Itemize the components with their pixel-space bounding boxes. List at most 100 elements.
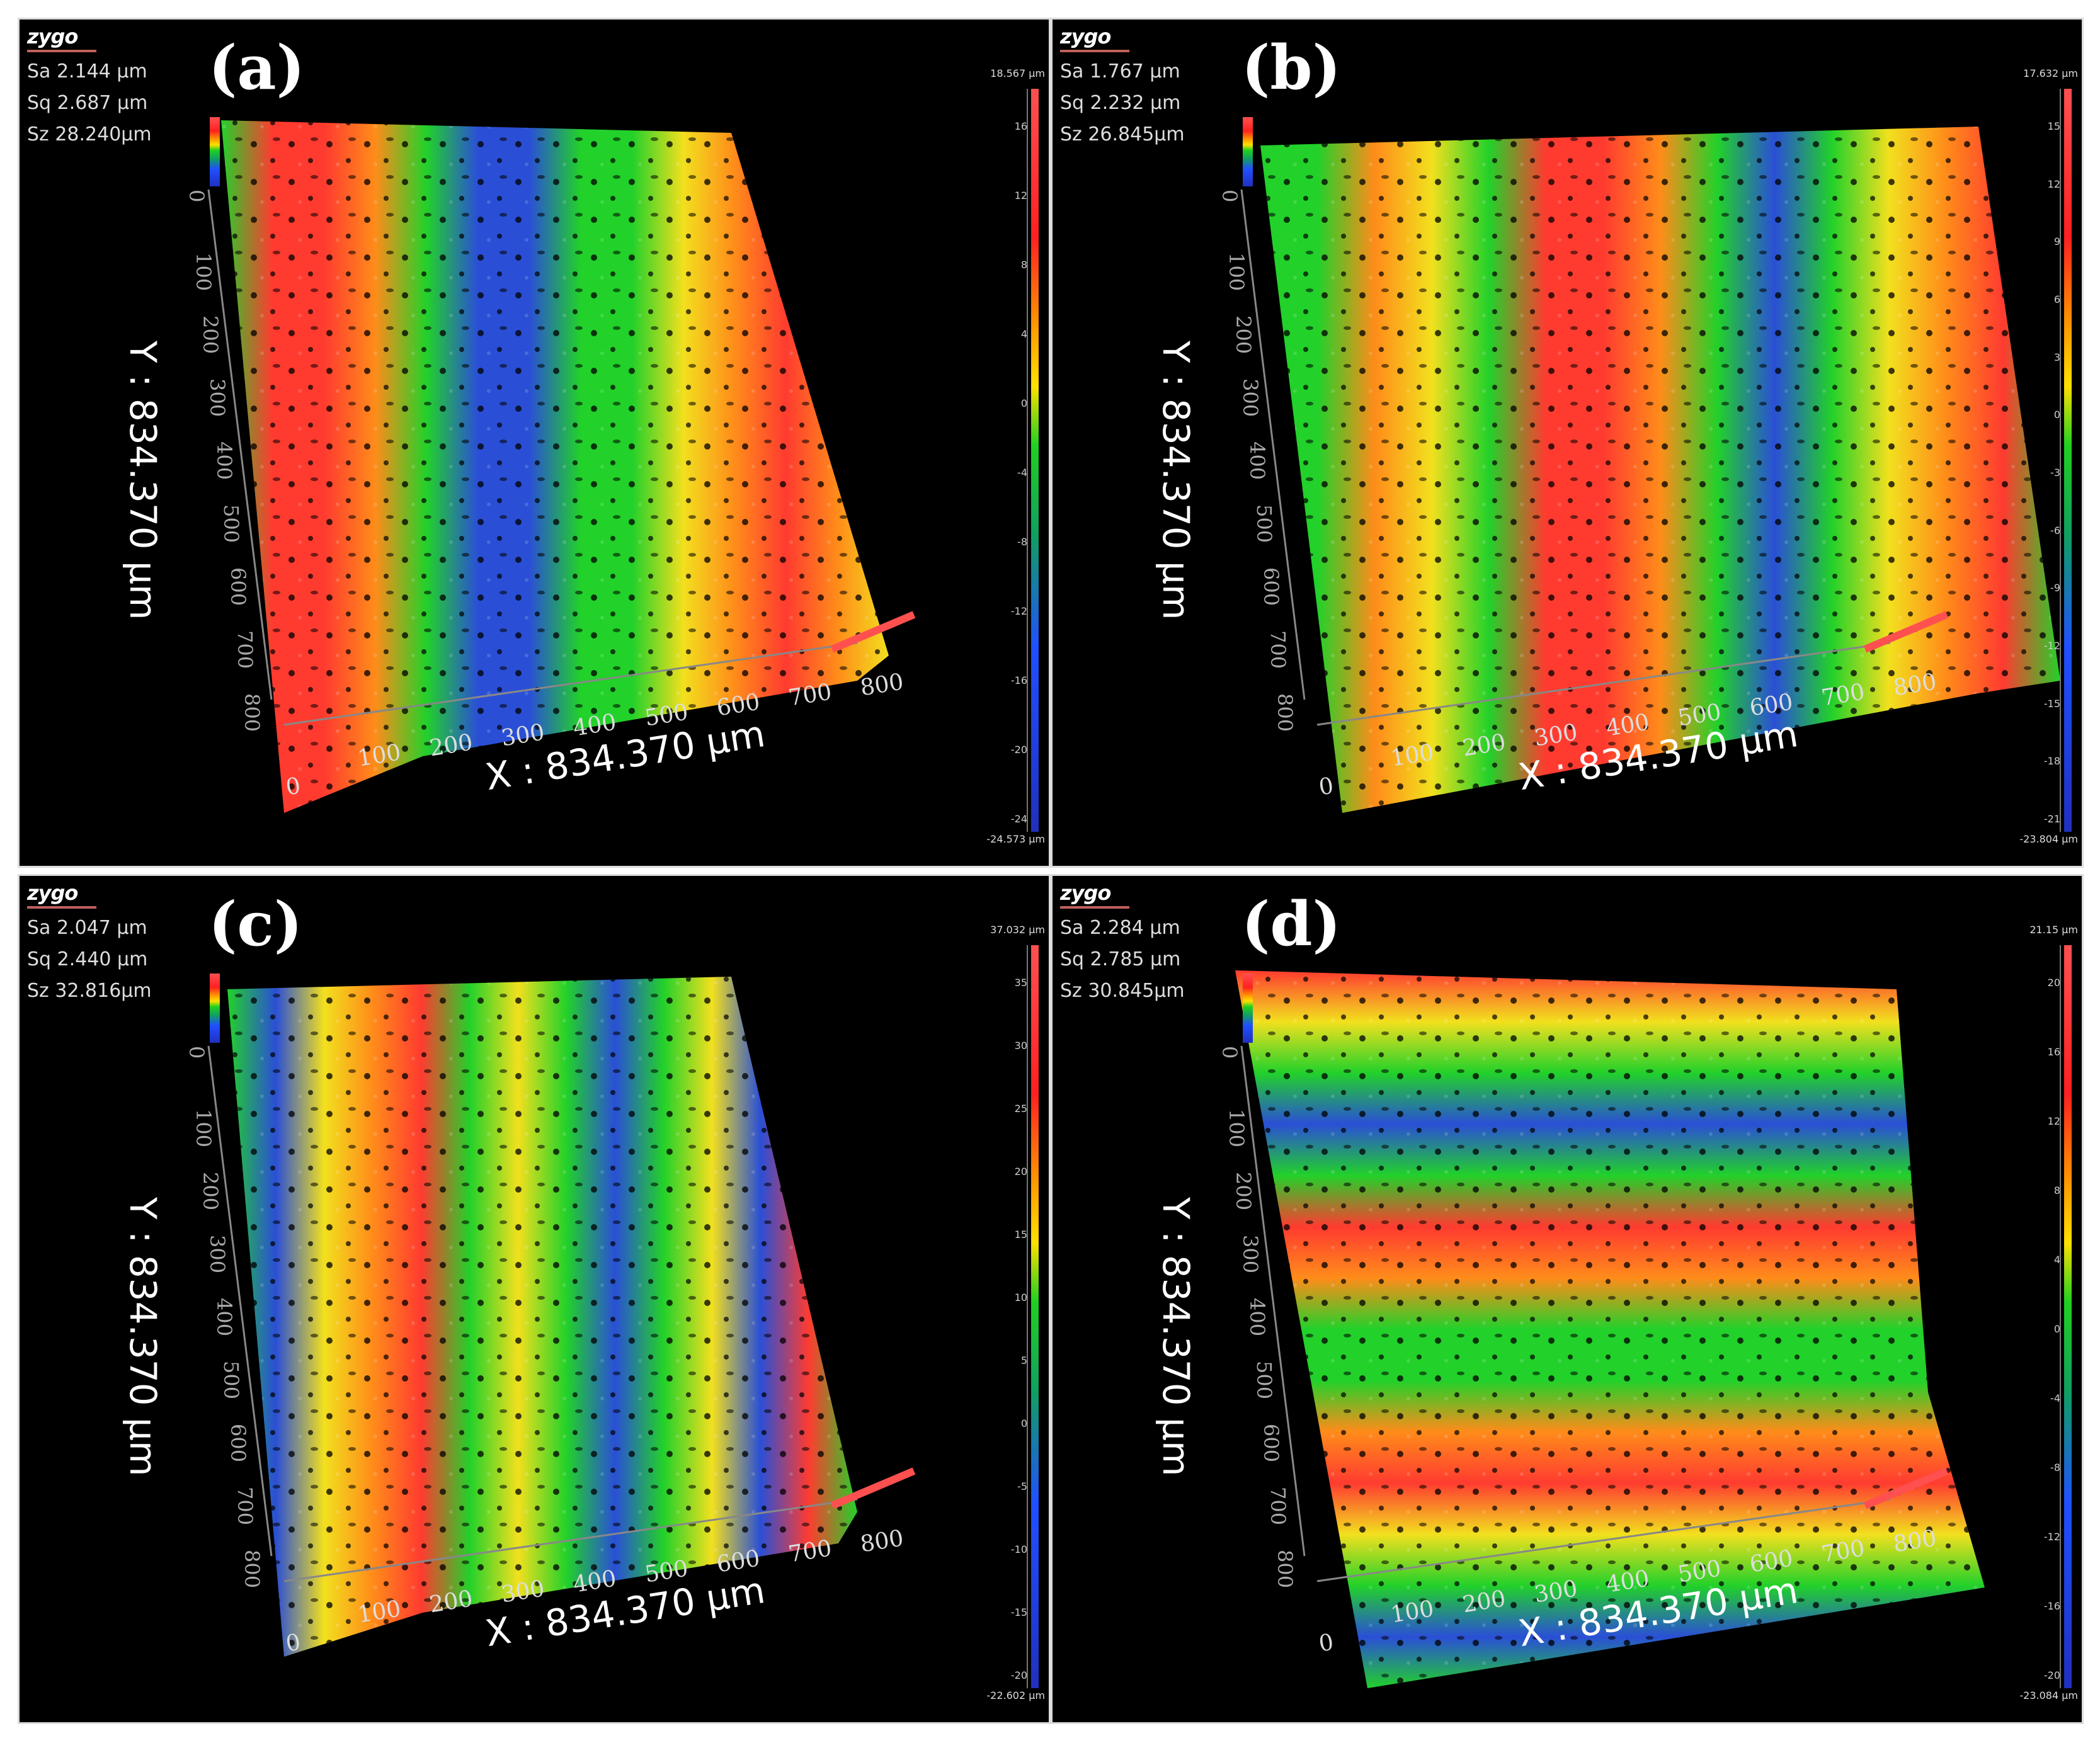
- y-tick-label: 600: [226, 567, 250, 606]
- colorbar-tick-label: 10: [1014, 1292, 1027, 1303]
- y-tick-label: 500: [1252, 1361, 1276, 1400]
- y-tick-label: 700: [1266, 630, 1290, 669]
- colorbar-tick-label: 16: [1014, 120, 1027, 132]
- logo-text: zygo: [1060, 881, 1111, 905]
- colorbar-tick-label: -20: [2043, 1669, 2060, 1681]
- y-tick-label: 600: [1259, 567, 1283, 606]
- y-axis-label: Y : 834.370 μm: [1155, 341, 1197, 620]
- panel-label: (b): [1241, 32, 1341, 103]
- colorbar-tick-label: 0: [2053, 409, 2060, 421]
- logo-underline: [1060, 50, 1129, 52]
- logo-underline: [27, 906, 96, 909]
- z-orientation-glyph: [1243, 117, 1253, 186]
- colorbar-tick-label: 6: [2053, 293, 2060, 305]
- colorbar: [2064, 89, 2072, 832]
- y-tick-label: 0: [1218, 190, 1241, 203]
- sa-value: Sa 2.284 μm: [1060, 917, 1180, 939]
- colorbar-min-label: -23.804 μm: [2019, 833, 2078, 845]
- colorbar-tick-label: -8: [2050, 1462, 2060, 1473]
- colorbar-min-label: -23.084 μm: [2019, 1689, 2078, 1701]
- colorbar-min-label: -22.602 μm: [986, 1689, 1045, 1701]
- colorbar-tick-label: -4: [2050, 1392, 2060, 1404]
- y-tick-label: 300: [1238, 378, 1262, 417]
- x-axis-line: [1316, 642, 1891, 726]
- sz-value: Sz 28.240μm: [27, 123, 152, 145]
- surface-panel-4: zygo Sa 2.284 μm Sq 2.785 μm Sz 30.845μm (d)…: [1051, 874, 2084, 1724]
- y-tick-label: 800: [1273, 693, 1297, 732]
- y-tick-label: 0: [185, 190, 208, 203]
- colorbar-tick-label: 0: [1020, 397, 1027, 409]
- colorbar-tick-label: -5: [1017, 1480, 1027, 1492]
- x-orientation-glyph: [830, 611, 916, 653]
- logo-text: zygo: [1060, 25, 1111, 48]
- colorbar-tick-label: 3: [2053, 351, 2060, 363]
- x-orientation-glyph: [1863, 611, 1949, 653]
- colorbar: [2064, 945, 2072, 1688]
- sz-value: Sz 30.845μm: [1060, 980, 1185, 1002]
- colorbar-max-label: 37.032 μm: [990, 924, 1045, 936]
- y-axis-label: Y : 834.370 μm: [122, 341, 164, 620]
- sq-value: Sq 2.785 μm: [1060, 948, 1181, 970]
- surface-texture: [227, 977, 857, 1657]
- sz-value: Sz 32.816μm: [27, 980, 152, 1002]
- x-orientation-glyph: [1863, 1467, 1949, 1509]
- z-orientation-glyph: [1243, 974, 1253, 1043]
- y-tick-label: 700: [233, 630, 257, 669]
- colorbar-tick-label: 35: [1014, 977, 1027, 989]
- colorbar-tick-label: -8: [1017, 536, 1027, 548]
- colorbar-tick-label: 12: [1014, 190, 1027, 202]
- y-tick-label: 800: [1273, 1550, 1297, 1589]
- colorbar-max-label: 18.567 μm: [990, 67, 1045, 79]
- colorbar: [1031, 89, 1039, 832]
- zygo-logo: zygo: [27, 881, 98, 909]
- y-tick-label: 800: [240, 1550, 264, 1589]
- surface-render: [207, 945, 1039, 1688]
- roughness-stats: Sa 2.047 μm Sq 2.440 μm Sz 32.816μm: [27, 912, 152, 1007]
- colorbar-tick-label: 30: [1014, 1040, 1027, 1052]
- roughness-stats: Sa 1.767 μm Sq 2.232 μm Sz 26.845μm: [1060, 56, 1185, 150]
- logo-text: zygo: [27, 25, 78, 48]
- colorbar-tick-label: 25: [1014, 1103, 1027, 1115]
- zygo-logo: zygo: [1060, 881, 1131, 909]
- colorbar: [1031, 945, 1039, 1688]
- logo-underline: [27, 50, 96, 52]
- y-tick-label: 400: [212, 1298, 236, 1337]
- y-tick-label: 500: [219, 504, 243, 543]
- colorbar-tick-label: 0: [1020, 1417, 1027, 1429]
- x-axis-line: [283, 1498, 858, 1582]
- colorbar-tick-label: 15: [2047, 120, 2060, 132]
- colorbar-max-label: 21.15 μm: [2029, 924, 2078, 936]
- surface-panel-1: zygo Sa 2.144 μm Sq 2.687 μm Sz 28.240μm (a)…: [18, 18, 1051, 868]
- colorbar-tick-label: 8: [2053, 1184, 2060, 1196]
- y-tick-label: 500: [219, 1361, 243, 1400]
- surface-render: [1235, 945, 2072, 1688]
- y-axis-label: Y : 834.370 μm: [122, 1197, 164, 1477]
- y-tick-label: 0: [1218, 1046, 1241, 1059]
- colorbar-tick-label: -24: [1010, 813, 1027, 825]
- zygo-logo: zygo: [27, 25, 98, 52]
- y-tick-label: 500: [1252, 504, 1276, 543]
- colorbar-tick-label: 12: [2047, 1115, 2060, 1127]
- y-tick-label: 100: [191, 1109, 215, 1148]
- colorbar-tick-label: -20: [1010, 744, 1027, 756]
- colorbar-min-label: -24.573 μm: [986, 833, 1045, 845]
- y-tick-label: 300: [205, 378, 229, 417]
- y-tick-label: 600: [226, 1424, 250, 1463]
- x-axis-line: [1316, 1498, 1891, 1582]
- y-tick-label: 0: [185, 1046, 208, 1059]
- colorbar-tick-label: 0: [2053, 1323, 2060, 1335]
- surface-panel-2: zygo Sa 1.767 μm Sq 2.232 μm Sz 26.845μm (b)…: [1051, 18, 2084, 868]
- surface-texture: [1235, 970, 1985, 1688]
- colorbar-tick-label: 8: [1020, 259, 1027, 271]
- colorbar-tick-label: -10: [1010, 1543, 1027, 1555]
- colorbar-tick-label: 4: [1020, 328, 1027, 340]
- colorbar-max-label: 17.632 μm: [2023, 67, 2078, 79]
- colorbar-tick-label: -15: [1010, 1606, 1027, 1618]
- y-axis-line: [207, 1045, 273, 1557]
- y-tick-label: 200: [198, 1172, 222, 1211]
- surface-texture: [221, 120, 889, 813]
- colorbar-tick-label: -12: [1010, 605, 1027, 617]
- y-tick-label: 200: [1231, 1172, 1255, 1211]
- surface-texture: [1260, 127, 2060, 813]
- panel-label: (a): [208, 32, 305, 103]
